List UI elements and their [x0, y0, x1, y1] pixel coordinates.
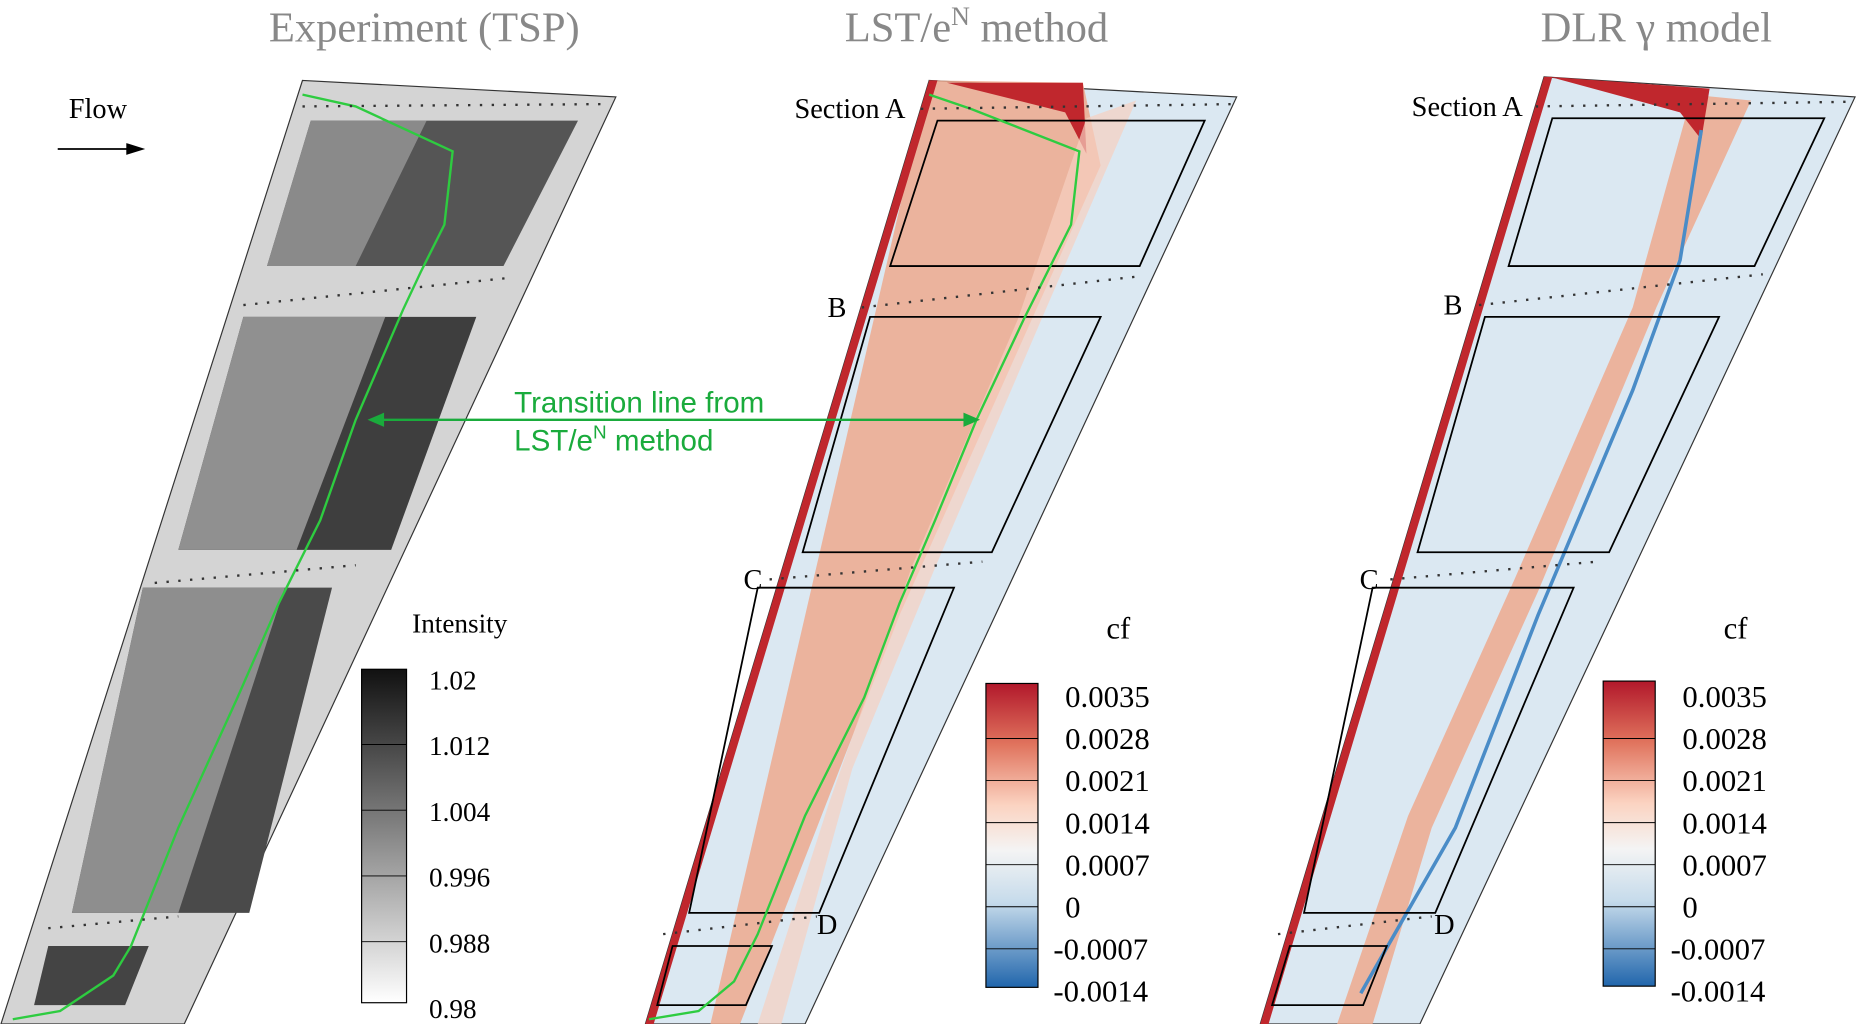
- colorbar-title: Intensity: [412, 609, 508, 639]
- colorbar-label: -0.0014: [1053, 975, 1148, 1009]
- colorbar-label: 0.0035: [1065, 680, 1150, 714]
- section-label: B: [827, 293, 846, 324]
- colorbar-label: 0.0035: [1682, 680, 1767, 714]
- cf-colorbar: [986, 683, 1038, 987]
- tsp-wing: [1, 80, 616, 1024]
- colorbar-label: 0.0021: [1682, 764, 1767, 798]
- annotation-rest: method: [607, 425, 714, 458]
- section-label: C: [1360, 565, 1379, 596]
- colorbar-label: 0.0014: [1065, 806, 1150, 840]
- colorbar-label: 0.0007: [1065, 848, 1150, 882]
- flow-label: Flow: [69, 94, 128, 125]
- colorbar-label: -0.0007: [1053, 932, 1148, 966]
- title-rest: method: [970, 4, 1108, 51]
- colorbar-label: 1.02: [429, 665, 477, 695]
- colorbar-label: 0.0028: [1682, 722, 1767, 756]
- colorbar-label: 0: [1065, 890, 1080, 924]
- lst-wing: [645, 80, 1236, 1024]
- annotation-line1: Transition line from: [514, 387, 764, 420]
- section-label: D: [817, 910, 837, 941]
- flow-arrowhead: [126, 143, 145, 155]
- colorbar-label: 0.0028: [1065, 722, 1150, 756]
- cf-colorbar: [1603, 681, 1655, 986]
- colorbar-label: -0.0007: [1671, 932, 1766, 966]
- panel-title: DLR γ model: [1541, 4, 1773, 51]
- colorbar-label: 0.0021: [1065, 764, 1150, 798]
- section-label: D: [1434, 910, 1454, 941]
- section-label: Section A: [794, 94, 906, 125]
- colorbar-label: 0.0007: [1682, 848, 1767, 882]
- annotation-line2: LST/eN method: [514, 423, 713, 458]
- intensity-colorbar: [362, 669, 407, 1002]
- colorbar-label: 0: [1682, 890, 1697, 924]
- colorbar-label: 0.0014: [1682, 806, 1767, 840]
- colorbar-label: 0.996: [429, 863, 490, 893]
- colorbar-label: 1.004: [429, 797, 491, 827]
- title-sup: N: [951, 2, 970, 31]
- colorbar-label: 0.988: [429, 928, 490, 958]
- panel-title: Experiment (TSP): [269, 4, 580, 51]
- colorbar-label: 0.98: [429, 994, 477, 1024]
- section-label: Section A: [1412, 92, 1524, 123]
- section-label: B: [1444, 291, 1463, 322]
- colorbar-label: 1.012: [429, 731, 490, 761]
- annotation-text: LST/e: [514, 425, 593, 458]
- annotation-sup: N: [593, 423, 607, 444]
- colorbar-label: -0.0014: [1671, 975, 1766, 1009]
- section-label: C: [744, 565, 763, 596]
- panel-title: LST/eN method: [845, 2, 1108, 52]
- colorbar-title: cf: [1724, 612, 1749, 646]
- title-text: LST/e: [845, 4, 951, 51]
- colorbar-title: cf: [1106, 612, 1131, 646]
- figure: Flow Transition line from LST/eN method …: [0, 0, 1856, 1024]
